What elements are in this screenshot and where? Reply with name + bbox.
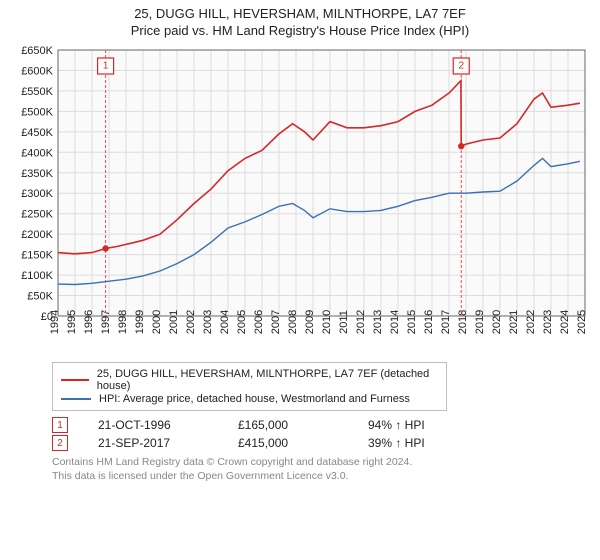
svg-text:1995: 1995 xyxy=(66,310,78,334)
svg-text:£150K: £150K xyxy=(21,250,53,262)
svg-text:£200K: £200K xyxy=(21,229,53,241)
svg-text:2012: 2012 xyxy=(355,310,367,334)
legend-row: 25, DUGG HILL, HEVERSHAM, MILNTHORPE, LA… xyxy=(61,368,438,392)
svg-text:£600K: £600K xyxy=(21,65,53,77)
svg-text:£650K: £650K xyxy=(21,45,53,57)
svg-text:2020: 2020 xyxy=(491,310,503,334)
svg-text:£250K: £250K xyxy=(21,209,53,221)
svg-text:2007: 2007 xyxy=(270,310,282,334)
legend-row: HPI: Average price, detached house, West… xyxy=(61,393,438,405)
title-subtitle: Price paid vs. HM Land Registry's House … xyxy=(10,23,590,38)
legend-label: HPI: Average price, detached house, West… xyxy=(99,393,410,405)
svg-text:2011: 2011 xyxy=(338,310,350,334)
svg-text:2013: 2013 xyxy=(372,310,384,334)
svg-text:2010: 2010 xyxy=(321,310,333,334)
svg-text:2002: 2002 xyxy=(185,310,197,334)
attribution-line1: Contains HM Land Registry data © Crown c… xyxy=(52,455,590,469)
svg-text:£550K: £550K xyxy=(21,86,53,98)
svg-text:2024: 2024 xyxy=(559,310,571,334)
legend-swatch xyxy=(61,379,89,381)
svg-text:2003: 2003 xyxy=(202,310,214,334)
svg-text:2006: 2006 xyxy=(253,310,265,334)
svg-text:2022: 2022 xyxy=(525,310,537,334)
svg-text:2009: 2009 xyxy=(304,310,316,334)
svg-text:2001: 2001 xyxy=(168,310,180,334)
svg-text:£300K: £300K xyxy=(21,188,53,200)
sales-row: 2 21-SEP-2017 £415,000 39% ↑ HPI xyxy=(52,435,590,451)
sales-marker: 2 xyxy=(52,435,68,451)
svg-text:1999: 1999 xyxy=(134,310,146,334)
svg-text:2023: 2023 xyxy=(542,310,554,334)
sales-table: 1 21-OCT-1996 £165,000 94% ↑ HPI 2 21-SEP-201… xyxy=(52,417,590,451)
attribution: Contains HM Land Registry data © Crown c… xyxy=(52,455,590,483)
svg-text:£100K: £100K xyxy=(21,270,53,282)
svg-text:£500K: £500K xyxy=(21,106,53,118)
svg-text:£450K: £450K xyxy=(21,127,53,139)
svg-text:2018: 2018 xyxy=(457,310,469,334)
svg-text:1: 1 xyxy=(103,61,109,72)
sales-marker: 1 xyxy=(52,417,68,433)
svg-text:2005: 2005 xyxy=(236,310,248,334)
title-address: 25, DUGG HILL, HEVERSHAM, MILNTHORPE, LA… xyxy=(10,6,590,21)
svg-text:2000: 2000 xyxy=(151,310,163,334)
chart-title: 25, DUGG HILL, HEVERSHAM, MILNTHORPE, LA… xyxy=(10,6,590,38)
svg-text:2019: 2019 xyxy=(474,310,486,334)
legend: 25, DUGG HILL, HEVERSHAM, MILNTHORPE, LA… xyxy=(52,362,447,411)
svg-text:1996: 1996 xyxy=(83,310,95,334)
svg-text:2: 2 xyxy=(458,61,464,72)
chart-svg: £0£50K£100K£150K£200K£250K£300K£350K£400… xyxy=(10,44,590,354)
svg-text:2008: 2008 xyxy=(287,310,299,334)
svg-text:2021: 2021 xyxy=(508,310,520,334)
svg-text:2016: 2016 xyxy=(423,310,435,334)
svg-text:2014: 2014 xyxy=(389,310,401,334)
sales-cell: £415,000 xyxy=(238,436,338,450)
sales-cell: 94% ↑ HPI xyxy=(368,418,478,432)
legend-label: 25, DUGG HILL, HEVERSHAM, MILNTHORPE, LA… xyxy=(97,368,438,392)
sales-cell: 21-OCT-1996 xyxy=(98,418,208,432)
svg-text:2004: 2004 xyxy=(219,310,231,334)
svg-text:£50K: £50K xyxy=(27,291,53,303)
svg-text:1997: 1997 xyxy=(100,310,112,334)
svg-text:2017: 2017 xyxy=(440,310,452,334)
legend-swatch xyxy=(61,398,91,400)
svg-text:2025: 2025 xyxy=(576,310,588,334)
sales-cell: £165,000 xyxy=(238,418,338,432)
attribution-line2: This data is licensed under the Open Gov… xyxy=(52,469,590,483)
sales-cell: 21-SEP-2017 xyxy=(98,436,208,450)
chart: £0£50K£100K£150K£200K£250K£300K£350K£400… xyxy=(10,44,590,354)
sales-row: 1 21-OCT-1996 £165,000 94% ↑ HPI xyxy=(52,417,590,433)
svg-text:2015: 2015 xyxy=(406,310,418,334)
sales-cell: 39% ↑ HPI xyxy=(368,436,478,450)
svg-text:1994: 1994 xyxy=(49,310,61,334)
svg-text:£350K: £350K xyxy=(21,168,53,180)
svg-text:£400K: £400K xyxy=(21,147,53,159)
svg-text:1998: 1998 xyxy=(117,310,129,334)
